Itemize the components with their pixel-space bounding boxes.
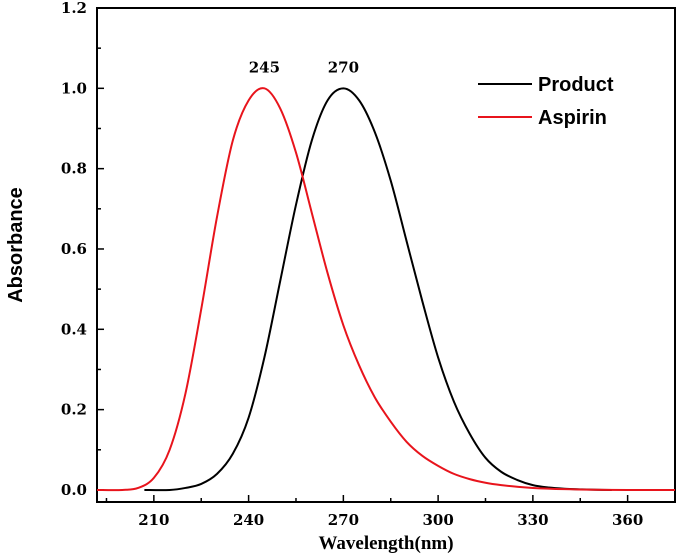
y-tick-label: 0.8 [61, 160, 87, 178]
axis-ticks: 210 240 270 300 330 360 0.0 0.2 0.4 0.6 0.8 1.0 1.2 [61, 0, 643, 529]
legend: Product Aspirin [478, 74, 614, 129]
y-tick-label: 1.0 [61, 79, 87, 97]
peak-annotations: 245 270 [249, 58, 359, 76]
y-tick-label: 0.4 [61, 320, 87, 338]
x-tick-label: 270 [328, 511, 359, 529]
series-line-aspirin [96, 87, 676, 492]
legend-label-aspirin: Aspirin [538, 107, 607, 129]
x-tick-label: 300 [422, 511, 453, 529]
x-axis-title: Wavelength(nm) [318, 533, 453, 554]
series-lines [96, 87, 676, 492]
y-tick-label: 0.6 [61, 240, 87, 258]
plot-frame [96, 7, 676, 503]
series-line-product [144, 87, 612, 492]
x-tick-label: 240 [233, 511, 264, 529]
peak-label: 270 [328, 58, 359, 76]
peak-label: 245 [249, 58, 280, 76]
x-tick-label: 210 [138, 511, 169, 529]
y-tick-label: 1.2 [61, 0, 87, 17]
y-axis-title: Absorbance [5, 187, 27, 303]
x-tick-label: 330 [517, 511, 548, 529]
x-tick-label: 360 [612, 511, 643, 529]
y-tick-label: 0.2 [61, 401, 87, 419]
legend-label-product: Product [538, 74, 614, 96]
y-tick-label: 0.0 [61, 481, 87, 499]
